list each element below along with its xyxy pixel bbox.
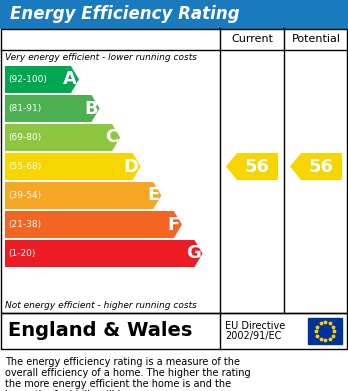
Text: B: B — [84, 99, 97, 118]
Text: F: F — [168, 215, 180, 233]
Polygon shape — [5, 211, 182, 238]
Bar — [1, 29, 347, 313]
Polygon shape — [5, 153, 141, 180]
Text: Energy Efficiency Rating: Energy Efficiency Rating — [10, 5, 240, 23]
Polygon shape — [290, 153, 342, 180]
Text: 2002/91/EC: 2002/91/EC — [225, 331, 282, 341]
Text: 56: 56 — [245, 158, 270, 176]
Text: C: C — [105, 129, 118, 147]
Text: England & Wales: England & Wales — [8, 321, 192, 341]
Polygon shape — [5, 240, 203, 267]
Text: (69-80): (69-80) — [8, 133, 41, 142]
Text: (92-100): (92-100) — [8, 75, 47, 84]
Text: A: A — [63, 70, 77, 88]
Bar — [308, 318, 342, 344]
Text: E: E — [147, 187, 159, 204]
Text: overall efficiency of a home. The higher the rating: overall efficiency of a home. The higher… — [5, 368, 251, 378]
Text: Potential: Potential — [292, 34, 340, 44]
Text: lower the fuel bills will be.: lower the fuel bills will be. — [5, 390, 133, 391]
Text: Very energy efficient - lower running costs: Very energy efficient - lower running co… — [5, 53, 197, 62]
Text: D: D — [124, 158, 139, 176]
Text: (81-91): (81-91) — [8, 104, 41, 113]
Text: (21-38): (21-38) — [8, 220, 41, 229]
Text: (1-20): (1-20) — [8, 249, 35, 258]
Polygon shape — [5, 182, 161, 209]
Text: 56: 56 — [309, 158, 334, 176]
Polygon shape — [5, 66, 79, 93]
Text: The energy efficiency rating is a measure of the: The energy efficiency rating is a measur… — [5, 357, 240, 367]
Polygon shape — [5, 95, 100, 122]
Text: Current: Current — [231, 34, 273, 44]
Text: EU Directive: EU Directive — [225, 321, 285, 331]
Bar — [0, 0, 348, 28]
Text: Not energy efficient - higher running costs: Not energy efficient - higher running co… — [5, 301, 197, 310]
Bar — [1, 313, 347, 349]
Polygon shape — [226, 153, 278, 180]
Text: (39-54): (39-54) — [8, 191, 41, 200]
Text: (55-68): (55-68) — [8, 162, 41, 171]
Polygon shape — [5, 124, 120, 151]
Text: the more energy efficient the home is and the: the more energy efficient the home is an… — [5, 379, 231, 389]
Text: G: G — [185, 244, 200, 262]
